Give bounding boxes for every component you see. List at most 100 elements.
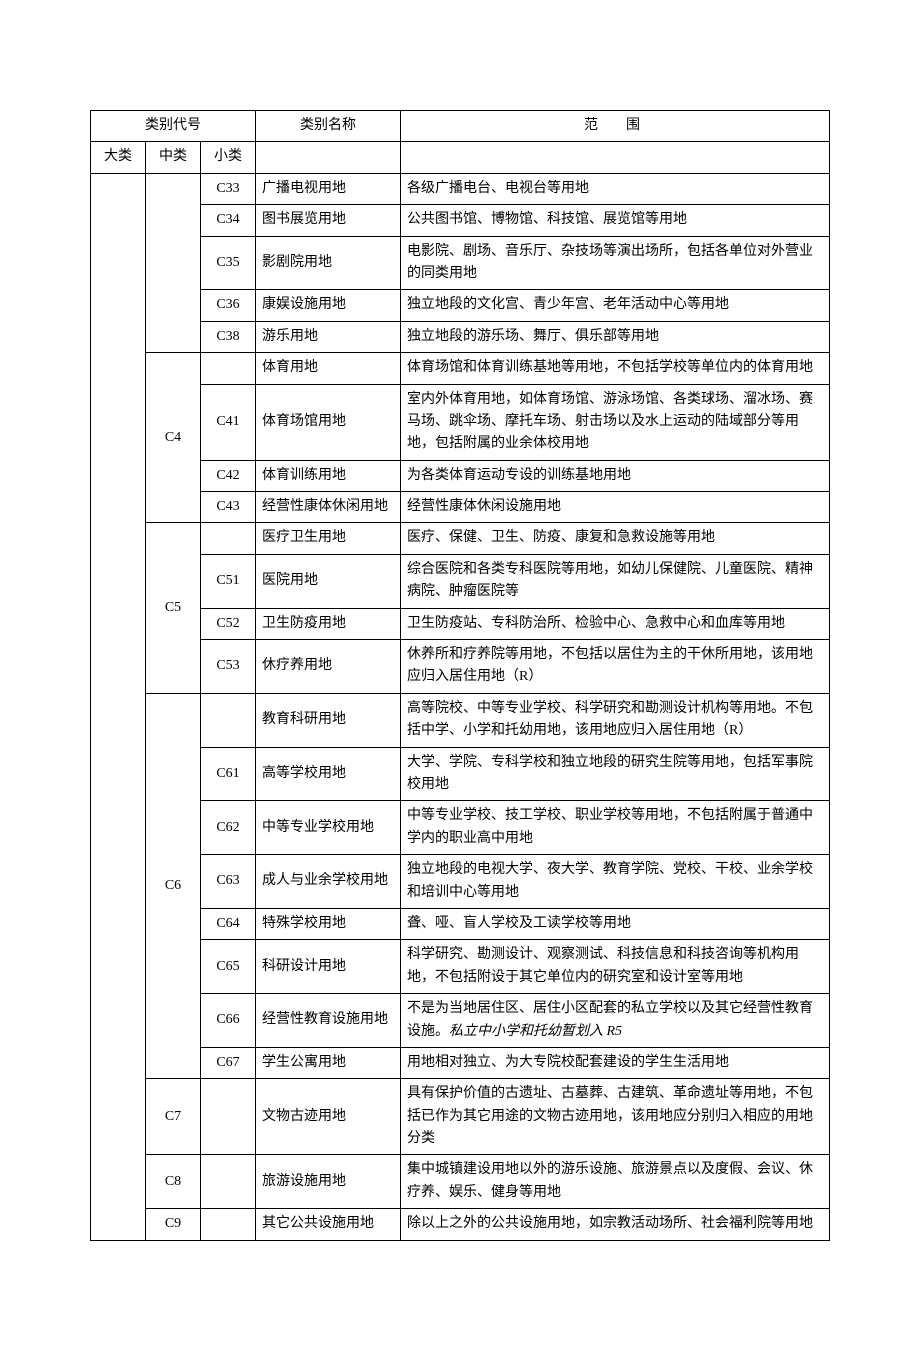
cell-major: [91, 173, 146, 1240]
table-row: C64特殊学校用地聋、哑、盲人学校及工读学校等用地: [91, 908, 830, 939]
cell-minor: [201, 523, 256, 554]
cell-name: 其它公共设施用地: [256, 1209, 401, 1240]
cell-scope: 不是为当地居住区、居住小区配套的私立学校以及其它经营性教育设施。私立中小学和托幼…: [401, 994, 830, 1048]
cell-minor: C51: [201, 554, 256, 608]
table-row: C66经营性教育设施用地不是为当地居住区、居住小区配套的私立学校以及其它经营性教…: [91, 994, 830, 1048]
cell-name: 体育用地: [256, 353, 401, 384]
cell-minor: C65: [201, 940, 256, 994]
cell-mid: C8: [146, 1155, 201, 1209]
cell-scope: 为各类体育运动专设的训练基地用地: [401, 460, 830, 491]
table-row: C7 文物古迹用地具有保护价值的古遗址、古墓葬、古建筑、革命遗址等用地，不包括已作…: [91, 1079, 830, 1155]
cell-name: 游乐用地: [256, 321, 401, 352]
cell-minor: [201, 1155, 256, 1209]
cell-name: 旅游设施用地: [256, 1155, 401, 1209]
cell-name: 图书展览用地: [256, 205, 401, 236]
cell-scope: 聋、哑、盲人学校及工读学校等用地: [401, 908, 830, 939]
cell-minor: C43: [201, 492, 256, 523]
cell-scope: 大学、学院、专科学校和独立地段的研究生院等用地，包括军事院校用地: [401, 747, 830, 801]
cell-mid: [146, 173, 201, 352]
cell-minor: [201, 353, 256, 384]
cell-name: 学生公寓用地: [256, 1047, 401, 1078]
cell-minor: C62: [201, 801, 256, 855]
cell-name: 康娱设施用地: [256, 290, 401, 321]
table-row: C8 旅游设施用地集中城镇建设用地以外的游乐设施、旅游景点以及度假、会议、休疗养、…: [91, 1155, 830, 1209]
cell-scope: 中等专业学校、技工学校、职业学校等用地，不包括附属于普通中学内的职业高中用地: [401, 801, 830, 855]
cell-scope: 用地相对独立、为大专院校配套建设的学生生活用地: [401, 1047, 830, 1078]
cell-minor: [201, 1079, 256, 1155]
table-row: C5医疗卫生用地医疗、保健、卫生、防疫、康复和急救设施等用地: [91, 523, 830, 554]
table-row: C51医院用地综合医院和各类专科医院等用地，如幼儿保健院、儿童医院、精神病院、肿…: [91, 554, 830, 608]
header-code-group: 类别代号: [91, 111, 256, 142]
cell-minor: C36: [201, 290, 256, 321]
cell-scope: 体育场馆和体育训练基地等用地，不包括学校等单位内的体育用地: [401, 353, 830, 384]
cell-minor: C41: [201, 384, 256, 460]
cell-scope: 室内外体育用地，如体育场馆、游泳场馆、各类球场、溜冰场、赛马场、跳伞场、摩托车场…: [401, 384, 830, 460]
table-row: C33广播电视用地各级广播电台、电视台等用地: [91, 173, 830, 204]
cell-minor: C52: [201, 608, 256, 639]
cell-minor: C35: [201, 236, 256, 290]
cell-name: 体育场馆用地: [256, 384, 401, 460]
cell-name: 医疗卫生用地: [256, 523, 401, 554]
cell-name: 经营性康体休闲用地: [256, 492, 401, 523]
header-scope: 范围: [401, 111, 830, 142]
cell-minor: [201, 1209, 256, 1240]
cell-name: 医院用地: [256, 554, 401, 608]
cell-name: 经营性教育设施用地: [256, 994, 401, 1048]
header-minor: 小类: [201, 142, 256, 173]
table-row: C35影剧院用地电影院、剧场、音乐厅、杂技场等演出场所，包括各单位对外营业的同类…: [91, 236, 830, 290]
cell-minor: C61: [201, 747, 256, 801]
cell-scope: 独立地段的文化宫、青少年宫、老年活动中心等用地: [401, 290, 830, 321]
cell-name: 体育训练用地: [256, 460, 401, 491]
cell-scope: 卫生防疫站、专科防治所、检验中心、急救中心和血库等用地: [401, 608, 830, 639]
cell-scope: 公共图书馆、博物馆、科技馆、展览馆等用地: [401, 205, 830, 236]
cell-minor: C38: [201, 321, 256, 352]
cell-scope: 独立地段的电视大学、夜大学、教育学院、党校、干校、业余学校和培训中心等用地: [401, 855, 830, 909]
cell-scope: 集中城镇建设用地以外的游乐设施、旅游景点以及度假、会议、休疗养、娱乐、健身等用地: [401, 1155, 830, 1209]
cell-scope: 科学研究、勘测设计、观察测试、科技信息和科技咨询等机构用地，不包括附设于其它单位…: [401, 940, 830, 994]
classification-table: 类别代号类别名称范围大类中类小类C33广播电视用地各级广播电台、电视台等用地C3…: [90, 110, 830, 1241]
cell-minor: C33: [201, 173, 256, 204]
document-page: 类别代号类别名称范围大类中类小类C33广播电视用地各级广播电台、电视台等用地C3…: [0, 0, 920, 1351]
cell-mid: C5: [146, 523, 201, 693]
cell-scope: 休养所和疗养院等用地，不包括以居住为主的干休所用地，该用地应归入居住用地（R）: [401, 640, 830, 694]
cell-name: 广播电视用地: [256, 173, 401, 204]
cell-name: 高等学校用地: [256, 747, 401, 801]
table-row: C4体育用地体育场馆和体育训练基地等用地，不包括学校等单位内的体育用地: [91, 353, 830, 384]
cell-name: 影剧院用地: [256, 236, 401, 290]
cell-name: 中等专业学校用地: [256, 801, 401, 855]
table-row: C36康娱设施用地独立地段的文化宫、青少年宫、老年活动中心等用地: [91, 290, 830, 321]
cell-scope: 具有保护价值的古遗址、古墓葬、古建筑、革命遗址等用地，不包括已作为其它用途的文物…: [401, 1079, 830, 1155]
header-name: 类别名称: [256, 111, 401, 142]
table-row: C65科研设计用地科学研究、勘测设计、观察测试、科技信息和科技咨询等机构用地，不…: [91, 940, 830, 994]
cell-name: 教育科研用地: [256, 693, 401, 747]
cell-mid: C7: [146, 1079, 201, 1155]
table-row: C62中等专业学校用地中等专业学校、技工学校、职业学校等用地，不包括附属于普通中…: [91, 801, 830, 855]
italic-note: 私立中小学和托幼暂划入 R5: [449, 1024, 622, 1039]
table-row: C6教育科研用地高等院校、中等专业学校、科学研究和勘测设计机构等用地。不包括中学…: [91, 693, 830, 747]
table-row: C38游乐用地独立地段的游乐场、舞厅、俱乐部等用地: [91, 321, 830, 352]
cell-minor: C67: [201, 1047, 256, 1078]
table-row: C42体育训练用地为各类体育运动专设的训练基地用地: [91, 460, 830, 491]
cell-mid: C6: [146, 693, 201, 1078]
table-row: C67学生公寓用地用地相对独立、为大专院校配套建设的学生生活用地: [91, 1047, 830, 1078]
cell-scope: 高等院校、中等专业学校、科学研究和勘测设计机构等用地。不包括中学、小学和托幼用地…: [401, 693, 830, 747]
table-row: C43经营性康体休闲用地经营性康体休闲设施用地: [91, 492, 830, 523]
cell-scope: 各级广播电台、电视台等用地: [401, 173, 830, 204]
cell-minor: C64: [201, 908, 256, 939]
cell-name: 休疗养用地: [256, 640, 401, 694]
cell-name: 成人与业余学校用地: [256, 855, 401, 909]
cell-name: 科研设计用地: [256, 940, 401, 994]
cell-minor: C53: [201, 640, 256, 694]
table-row: C9其它公共设施用地除以上之外的公共设施用地，如宗教活动场所、社会福利院等用地: [91, 1209, 830, 1240]
cell-minor: C63: [201, 855, 256, 909]
cell-scope: 经营性康体休闲设施用地: [401, 492, 830, 523]
cell-minor: [201, 693, 256, 747]
cell-name: 文物古迹用地: [256, 1079, 401, 1155]
table-row: C52卫生防疫用地卫生防疫站、专科防治所、检验中心、急救中心和血库等用地: [91, 608, 830, 639]
cell-mid: C9: [146, 1209, 201, 1240]
table-row: C61高等学校用地大学、学院、专科学校和独立地段的研究生院等用地，包括军事院校用…: [91, 747, 830, 801]
cell-minor: C42: [201, 460, 256, 491]
table-row: C63成人与业余学校用地独立地段的电视大学、夜大学、教育学院、党校、干校、业余学…: [91, 855, 830, 909]
header-mid: 中类: [146, 142, 201, 173]
header-name-empty: [256, 142, 401, 173]
